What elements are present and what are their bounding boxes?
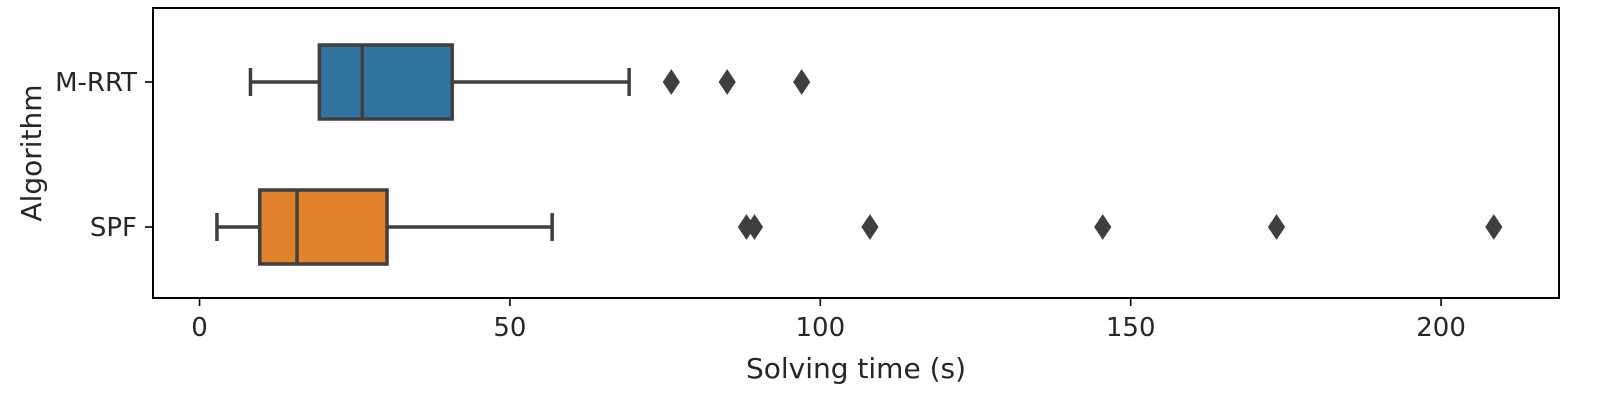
plot-area	[215, 43, 1503, 266]
x-axis: 0 50 100 150 200	[191, 298, 1466, 343]
box-group-m-rrt	[248, 43, 811, 121]
y-tick-label: SPF	[90, 213, 137, 243]
iqr-box	[258, 188, 389, 266]
y-axis-label: Algorithm	[15, 84, 48, 221]
outlier-point	[662, 69, 680, 95]
outlier-point	[1094, 214, 1112, 240]
outlier-point	[793, 69, 811, 95]
x-tick-label: 150	[1106, 313, 1156, 343]
x-tick-label: 200	[1416, 313, 1466, 343]
iqr-box	[317, 43, 454, 121]
x-axis-label: Solving time (s)	[746, 352, 966, 385]
y-tick-label: M-RRT	[55, 68, 137, 98]
box-group-spf	[215, 188, 1503, 266]
x-tick-label: 50	[493, 313, 526, 343]
outlier-point	[718, 69, 736, 95]
y-axis: M-RRT SPF	[55, 68, 153, 243]
outlier-point	[1267, 214, 1286, 240]
outlier-point	[861, 214, 879, 240]
outlier-point	[745, 214, 764, 240]
axes-frame	[152, 7, 1560, 299]
outlier-point	[1485, 214, 1503, 240]
x-tick-label: 100	[795, 313, 845, 343]
x-tick-label: 0	[191, 313, 208, 343]
